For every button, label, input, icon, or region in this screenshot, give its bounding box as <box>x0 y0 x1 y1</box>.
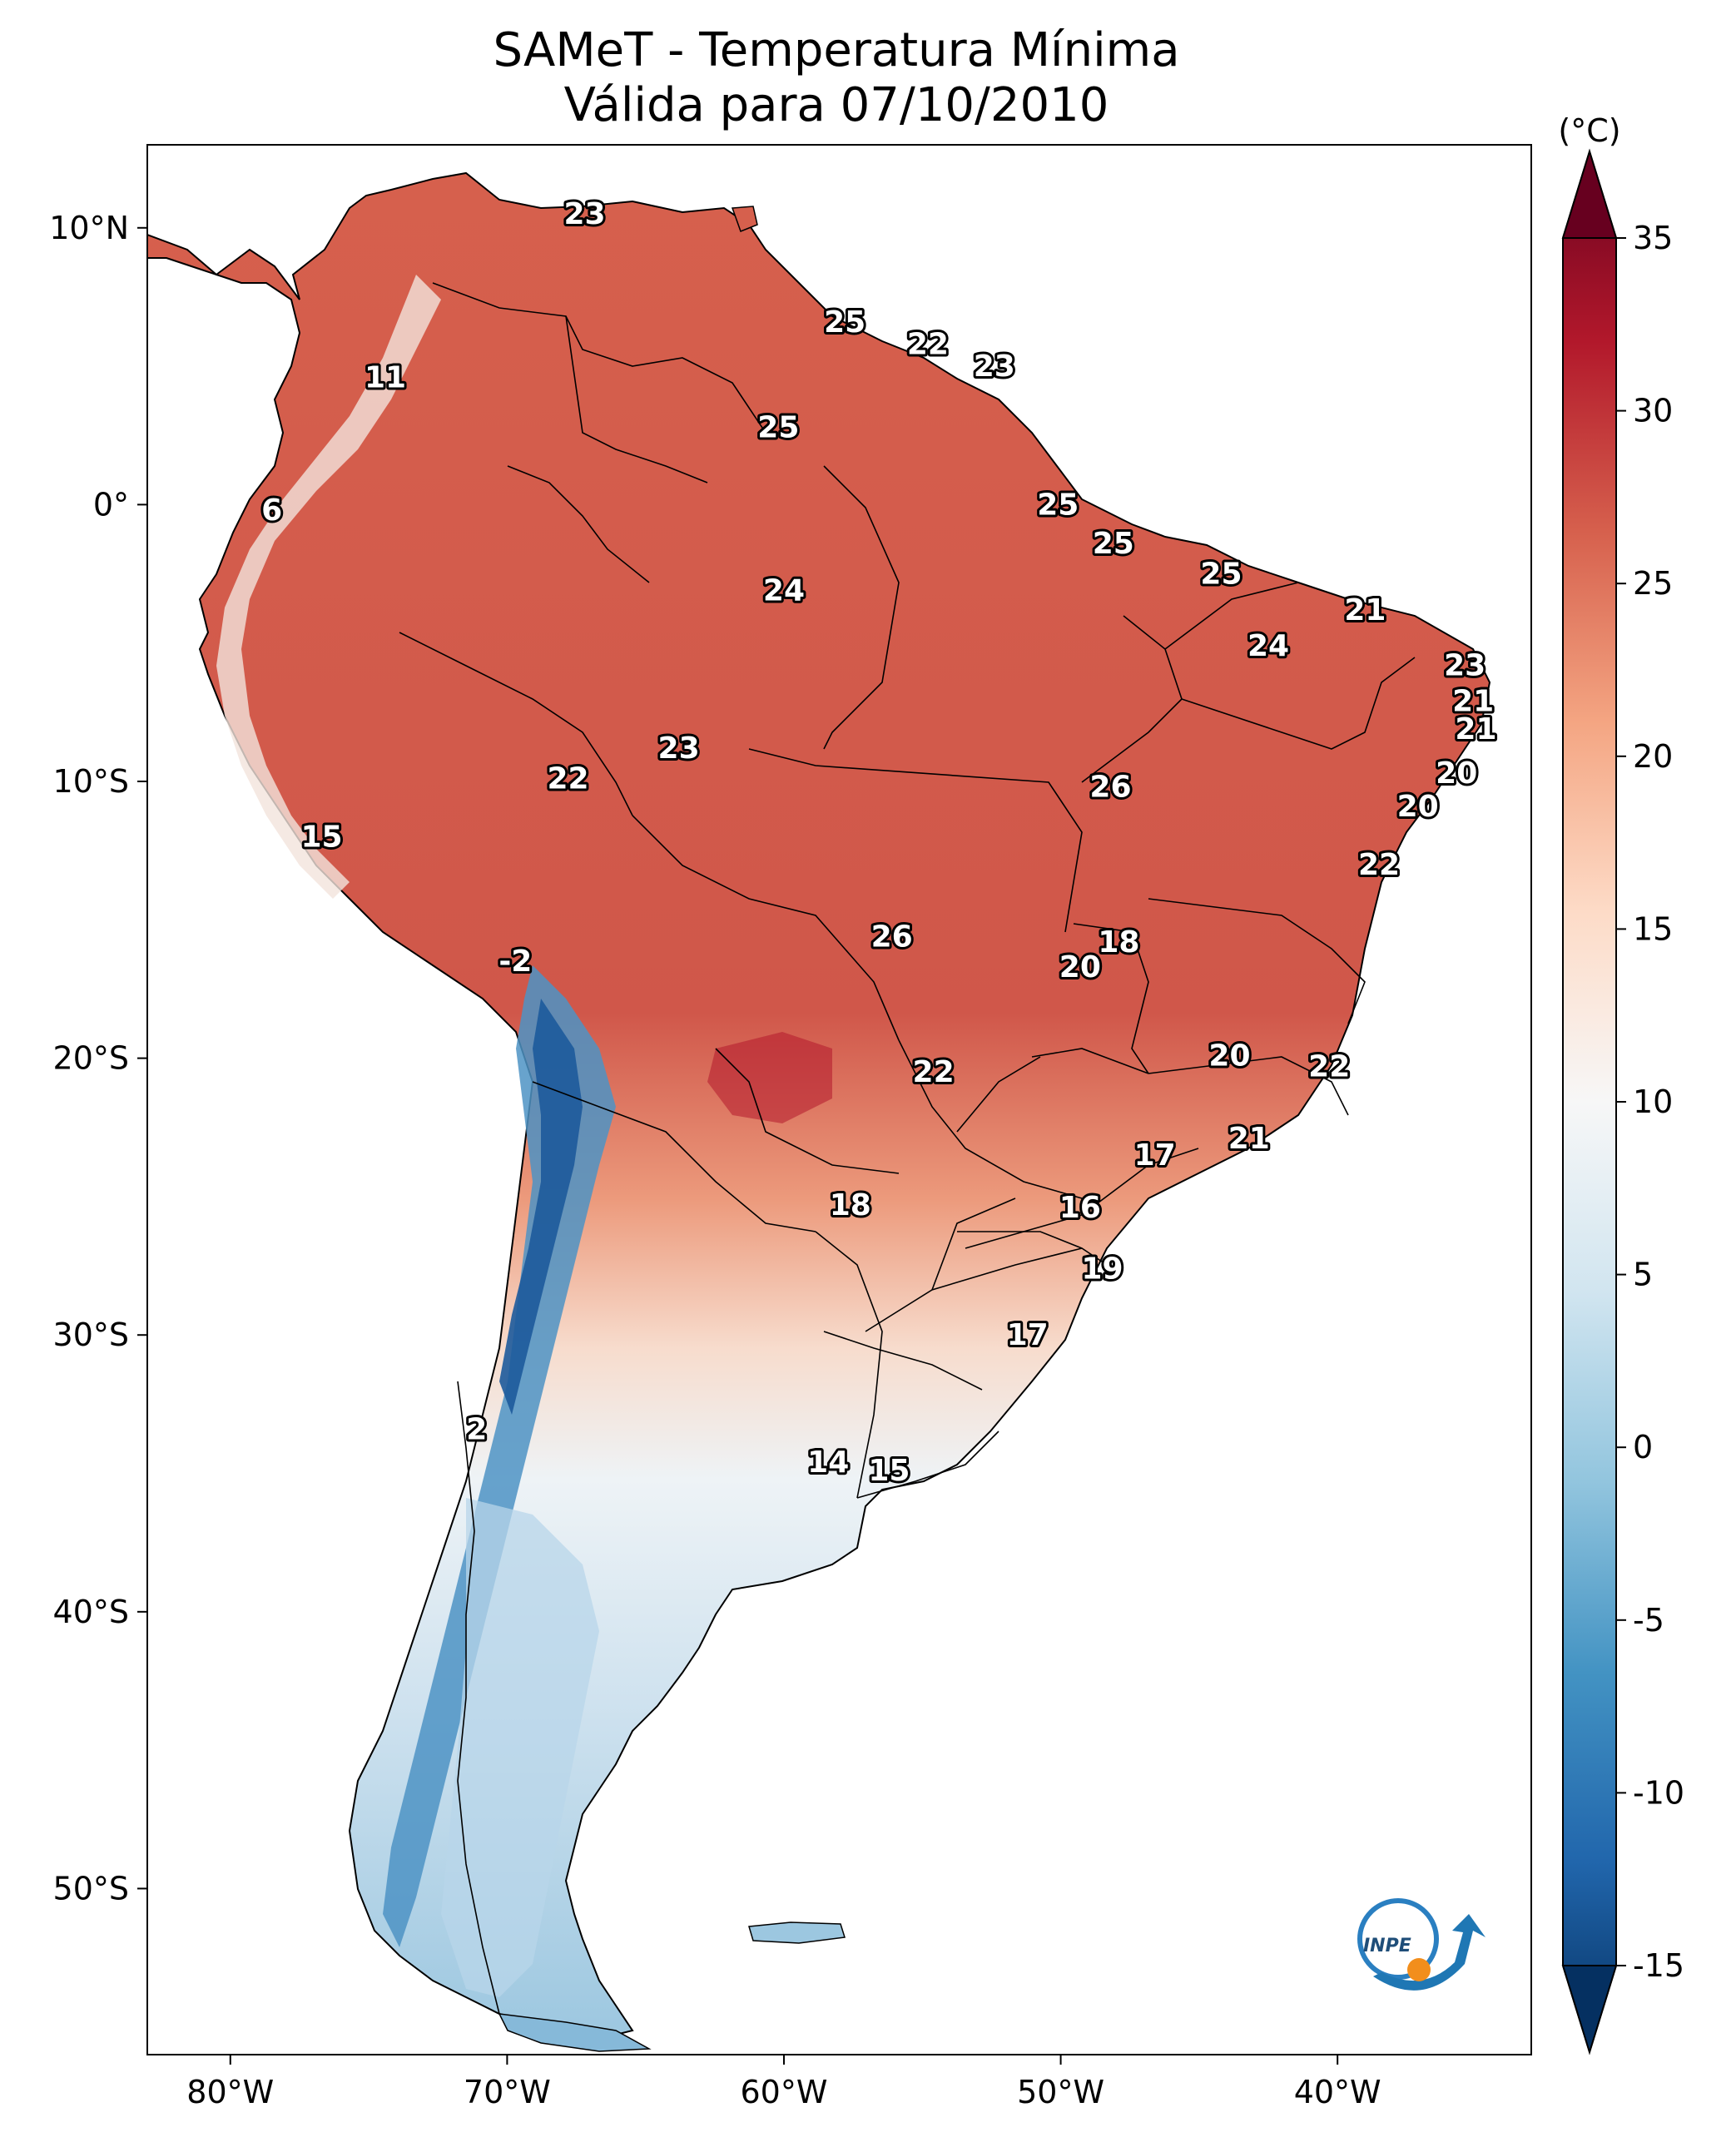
map-axes-frame <box>146 144 1532 2055</box>
station-value-label: 26 <box>871 920 913 954</box>
lon-tick-label: 80°W <box>186 2074 274 2110</box>
station-value-label: 23 <box>1444 648 1486 682</box>
station-value-label: 20 <box>1059 950 1101 984</box>
station-value-label: 14 <box>807 1445 849 1480</box>
station-value-label: 21 <box>1228 1122 1270 1156</box>
station-value-label: 22 <box>907 327 949 361</box>
patagonia-cool-region <box>441 1498 599 1997</box>
colorbar-tick-label: -10 <box>1633 1774 1684 1811</box>
colorbar-tick-label: 25 <box>1633 565 1673 602</box>
colorbar-unit: (°C) <box>1558 112 1620 149</box>
map-content <box>147 171 1491 2052</box>
station-value-label: 25 <box>1093 527 1134 561</box>
colorbar: (°C) 35 30 25 20 15 10 5 0 -5 -10 -15 <box>1558 112 1684 2055</box>
logo-ring <box>1357 1898 1439 1980</box>
station-value-label: 22 <box>547 762 588 796</box>
colorbar-tick-label: 10 <box>1633 1083 1673 1120</box>
lat-tick-label: 0° <box>93 486 129 523</box>
tierra-del-fuego <box>498 2013 652 2052</box>
station-value-label: 20 <box>1436 756 1477 791</box>
station-value-label: 23 <box>658 731 700 766</box>
station-value-label: -2 <box>498 945 532 979</box>
station-value-label: 25 <box>757 410 799 444</box>
lat-tick-label: 40°S <box>53 1594 129 1630</box>
colorbar-bottom-extend <box>1561 1965 1618 2055</box>
inpe-logo: INPE <box>1357 1898 1486 1991</box>
station-value-label: 15 <box>868 1454 910 1488</box>
station-value-label: 16 <box>1059 1191 1101 1225</box>
logo-swoosh <box>1373 1914 1486 1991</box>
lat-tick-label: 20°S <box>53 1040 129 1077</box>
colorbar-tick-label: -5 <box>1633 1602 1664 1639</box>
lon-tick-label: 40°W <box>1294 2074 1381 2110</box>
title-line-2: Válida para 07/10/2010 <box>563 78 1109 132</box>
map-title: SAMeT - Temperatura Mínima Válida para 0… <box>0 23 1673 133</box>
colorbar-ticks: 35 30 25 20 15 10 5 0 -5 -10 -15 <box>1616 220 1684 1984</box>
station-value-label: 15 <box>300 821 342 855</box>
lat-tick-label: 10°N <box>49 210 129 246</box>
country-borders <box>399 282 1416 2015</box>
station-value-label: 26 <box>1089 771 1131 805</box>
station-value-label: 22 <box>1358 848 1400 882</box>
trinidad-island <box>731 206 758 232</box>
station-value-label: 23 <box>563 197 605 231</box>
logo-orange-dot <box>1407 1958 1431 1981</box>
station-value-label: 25 <box>1200 558 1242 592</box>
station-value-label: 19 <box>1081 1252 1123 1286</box>
station-value-label: 21 <box>1455 712 1496 746</box>
station-value-label: 20 <box>1208 1039 1250 1073</box>
station-value-label: 18 <box>1098 925 1139 959</box>
lon-tick-label: 50°W <box>1017 2074 1104 2110</box>
station-value-label: 24 <box>1247 629 1289 663</box>
station-value-label: 22 <box>1308 1050 1350 1084</box>
colorbar-tick-label: 0 <box>1633 1429 1653 1465</box>
station-value-label: 23 <box>974 350 1015 384</box>
station-value-label: 2 <box>466 1412 487 1446</box>
lat-tick-label: 10°S <box>53 763 129 800</box>
colorbar-gradient <box>1562 148 1617 2055</box>
colorbar-tick-label: 30 <box>1633 393 1673 429</box>
colorbar-tick-label: -15 <box>1633 1947 1684 1984</box>
station-value-label: 18 <box>830 1188 871 1222</box>
title-line-1: SAMeT - Temperatura Mínima <box>493 23 1180 77</box>
lon-tick-label: 60°W <box>741 2074 828 2110</box>
colorbar-tick-label: 20 <box>1633 738 1673 775</box>
lat-tick-label: 30°S <box>53 1316 129 1353</box>
station-value-label: 25 <box>824 305 866 340</box>
falkland-islands <box>748 1921 846 1944</box>
station-value-label: 17 <box>1134 1138 1176 1173</box>
station-value-label: 20 <box>1397 790 1439 824</box>
station-value-label: 25 <box>1037 488 1079 522</box>
logo-text: INPE <box>1363 1936 1411 1956</box>
station-value-label: 24 <box>763 574 805 608</box>
station-value-label: 21 <box>1344 593 1386 627</box>
station-value-label: 11 <box>365 360 406 394</box>
longitude-ticks: 80°W 70°W 60°W 50°W 40°W <box>186 2055 1381 2110</box>
colorbar-tick-label: 5 <box>1633 1257 1653 1293</box>
colorbar-tick-label: 15 <box>1633 910 1673 947</box>
pantanal-hot-spot <box>707 1032 832 1123</box>
lon-tick-label: 70°W <box>464 2074 551 2110</box>
station-value-label: 21 <box>1452 685 1494 719</box>
lat-tick-label: 50°S <box>53 1870 129 1907</box>
colorbar-tick-label: 35 <box>1633 220 1673 256</box>
station-value-label: 22 <box>913 1055 955 1089</box>
station-value-label: 17 <box>1007 1318 1049 1352</box>
andes-deep-cold-core <box>499 999 583 1415</box>
colorbar-top-extend <box>1561 148 1618 239</box>
latitude-ticks: 10°N 0° 10°S 20°S 30°S 40°S 50°S <box>49 210 147 1907</box>
northern-andes-cool-band <box>216 275 441 899</box>
station-value-label: 6 <box>261 493 282 528</box>
